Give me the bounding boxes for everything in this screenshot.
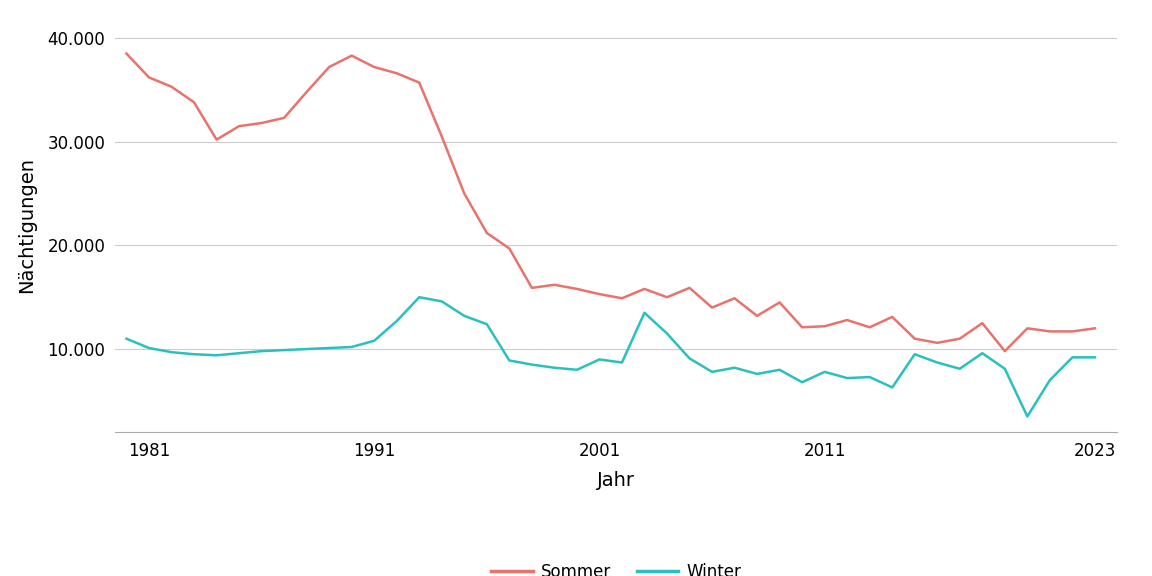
Legend: Sommer, Winter: Sommer, Winter <box>485 556 748 576</box>
Y-axis label: Nächtigungen: Nächtigungen <box>17 157 37 293</box>
X-axis label: Jahr: Jahr <box>598 471 635 490</box>
